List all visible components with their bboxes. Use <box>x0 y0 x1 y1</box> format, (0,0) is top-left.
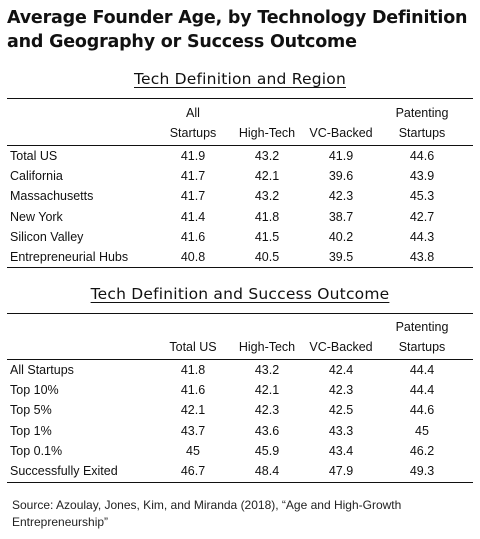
table-cell: 39.5 <box>328 250 354 264</box>
table-cell: 44.3 <box>409 229 435 244</box>
row-label: Successfully Exited <box>10 464 118 478</box>
table-cell: 45.9 <box>254 443 280 458</box>
row-label: Top 5% <box>10 403 52 418</box>
table-cell: 40.5 <box>254 250 280 264</box>
table-cell: 45 <box>415 423 429 438</box>
table-cell: 44.4 <box>409 363 435 377</box>
outcome-table-top-rule <box>7 313 473 314</box>
column-header-line2: High-Tech <box>238 126 296 140</box>
source-note: Source: Azoulay, Jones, Kim, and Miranda… <box>12 498 402 529</box>
table-cell: 42.3 <box>328 383 354 398</box>
table-cell: 49.3 <box>409 464 435 478</box>
table-cell: 44.6 <box>409 149 435 163</box>
table-row: Massachusetts 41.7 43.2 42.3 45.3 <box>0 186 480 206</box>
table-row: California 41.7 42.1 39.6 43.9 <box>0 166 480 186</box>
table-cell: 46.2 <box>409 443 435 458</box>
outcome-table-title: Tech Definition and Success Outcome <box>0 285 480 303</box>
table-cell: 40.2 <box>328 229 354 244</box>
table-cell: 42.7 <box>409 209 435 224</box>
table-cell: 41.8 <box>180 363 206 377</box>
table-cell: 41.5 <box>254 229 280 244</box>
row-label: New York <box>10 209 63 224</box>
table-cell: 44.4 <box>409 383 435 398</box>
table-row: Top 5% 42.1 42.3 42.5 44.6 <box>0 400 480 420</box>
table-cell: 41.9 <box>328 149 354 163</box>
table-row: All Startups 41.8 43.2 42.4 44.4 <box>0 360 480 380</box>
column-header-line2: Startups <box>398 340 446 354</box>
table-row: Entrepreneurial Hubs 40.8 40.5 39.5 43.8 <box>0 247 480 267</box>
row-label: Silicon Valley <box>10 229 84 244</box>
column-header-line1: Patenting <box>395 106 449 120</box>
row-label: California <box>10 169 63 184</box>
table-cell: 46.7 <box>180 464 206 478</box>
column-header-line2: High-Tech <box>238 340 296 354</box>
table-cell: 43.3 <box>328 423 354 438</box>
outcome-table-bottom-rule <box>7 482 473 483</box>
table-cell: 43.4 <box>328 443 354 458</box>
table-cell: 45.3 <box>409 189 435 204</box>
table-cell: 41.4 <box>180 209 206 224</box>
column-header-line2: VC-Backed <box>309 126 373 140</box>
region-table-title-text: Tech Definition and Region <box>134 70 346 88</box>
table-cell: 39.6 <box>328 169 354 184</box>
table-row: Total US 41.9 43.2 41.9 44.6 <box>0 146 480 166</box>
table-cell: 38.7 <box>328 209 354 224</box>
table-cell: 43.2 <box>254 363 280 377</box>
table-cell: 43.8 <box>409 250 435 264</box>
table-cell: 42.1 <box>254 383 280 398</box>
column-header-line2: Total US <box>169 340 217 354</box>
table-cell: 40.8 <box>180 250 206 264</box>
region-table-top-rule <box>7 98 473 99</box>
table-cell: 43.2 <box>254 149 280 163</box>
row-label: Massachusetts <box>10 189 94 204</box>
table-cell: 41.9 <box>180 149 206 163</box>
column-header-line2: VC-Backed <box>309 340 373 354</box>
table-cell: 44.6 <box>409 403 435 418</box>
region-table-title: Tech Definition and Region <box>0 70 480 88</box>
table-cell: 43.7 <box>180 423 206 438</box>
table-cell: 42.1 <box>180 403 206 418</box>
table-cell: 42.5 <box>328 403 354 418</box>
table-row: Silicon Valley 41.6 41.5 40.2 44.3 <box>0 227 480 247</box>
table-cell: 41.7 <box>180 169 206 184</box>
table-row: Successfully Exited 46.7 48.4 47.9 49.3 <box>0 461 480 481</box>
region-table-bottom-rule <box>7 267 473 268</box>
row-label: Entrepreneurial Hubs <box>10 250 129 264</box>
table-cell: 48.4 <box>254 464 280 478</box>
region-table-header-rule <box>7 145 473 146</box>
table-cell: 45 <box>186 443 200 458</box>
row-label: Top 10% <box>10 383 59 398</box>
column-header-line1: All <box>186 106 200 120</box>
table-cell: 41.8 <box>254 209 280 224</box>
table-cell: 41.7 <box>180 189 206 204</box>
table-cell: 41.6 <box>180 229 206 244</box>
table-cell: 42.1 <box>254 169 280 184</box>
column-header-line1: Patenting <box>395 320 449 334</box>
row-label: Top 1% <box>10 423 52 438</box>
main-title-line-2: and Geography or Success Outcome <box>7 32 357 52</box>
table-cell: 43.9 <box>409 169 435 184</box>
table-cell: 42.3 <box>328 189 354 204</box>
table-cell: 41.6 <box>180 383 206 398</box>
table-cell: 42.4 <box>328 363 354 377</box>
row-label: Top 0.1% <box>10 443 63 458</box>
main-title: Average Founder Age, by Technology Defin… <box>7 6 475 54</box>
row-label: All Startups <box>10 363 74 377</box>
table-cell: 43.2 <box>254 189 280 204</box>
table-cell: 47.9 <box>328 464 354 478</box>
table-cell: 43.6 <box>254 423 280 438</box>
table-row: Top 1% 43.7 43.6 43.3 45 <box>0 421 480 441</box>
table-row: Top 10% 41.6 42.1 42.3 44.4 <box>0 380 480 400</box>
column-header-line2: Startups <box>169 126 217 140</box>
column-header-line2: Startups <box>398 126 446 140</box>
outcome-table-title-text: Tech Definition and Success Outcome <box>90 285 390 303</box>
main-title-line-1: Average Founder Age, by Technology Defin… <box>7 8 468 28</box>
table-row: New York 41.4 41.8 38.7 42.7 <box>0 207 480 227</box>
outcome-table-header-rule <box>7 359 473 360</box>
row-label: Total US <box>10 149 58 163</box>
table-row: Top 0.1% 45 45.9 43.4 46.2 <box>0 441 480 461</box>
table-cell: 42.3 <box>254 403 280 418</box>
